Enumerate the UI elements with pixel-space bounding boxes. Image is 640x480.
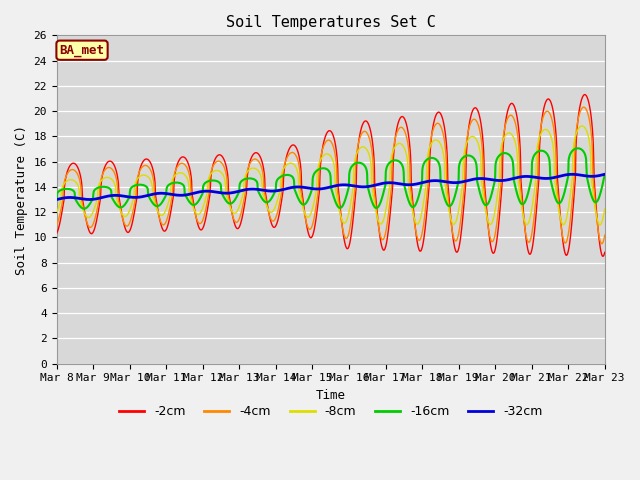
Legend: -2cm, -4cm, -8cm, -16cm, -32cm: -2cm, -4cm, -8cm, -16cm, -32cm [114, 400, 547, 423]
Y-axis label: Soil Temperature (C): Soil Temperature (C) [15, 124, 28, 275]
Title: Soil Temperatures Set C: Soil Temperatures Set C [226, 15, 436, 30]
X-axis label: Time: Time [316, 389, 346, 402]
Text: BA_met: BA_met [60, 44, 104, 57]
